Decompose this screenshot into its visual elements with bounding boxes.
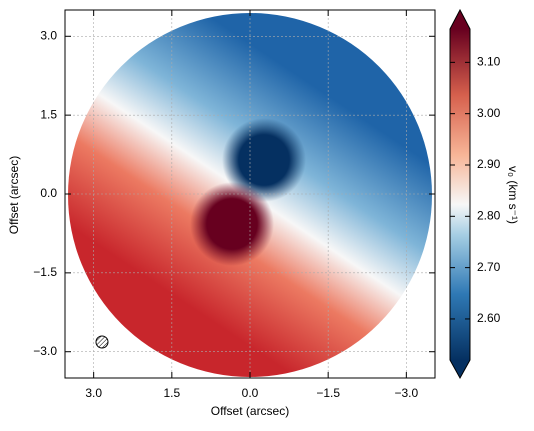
- x-tick-label: −3.0: [394, 386, 418, 400]
- x-tick-label: 0.0: [242, 386, 259, 400]
- colorbar-tick-label: 3.10: [477, 55, 501, 69]
- y-axis-label: Offset (arcsec): [7, 156, 21, 234]
- y-tick-label: 3.0: [40, 28, 57, 42]
- y-tick-label: −1.5: [33, 265, 57, 279]
- y-tick-label: −3.0: [33, 344, 57, 358]
- y-tick-label: 0.0: [40, 186, 57, 200]
- colorbar-extend-top: [450, 10, 470, 29]
- x-axis-label: Offset (arcsec): [211, 404, 289, 418]
- colorbar-extend-bottom: [450, 360, 470, 378]
- colorbar-tick-label: 2.90: [477, 157, 501, 171]
- colorbar-label: v₀ (km s⁻¹): [506, 166, 520, 224]
- colorbar-tick-label: 2.60: [477, 311, 501, 325]
- colorbar-tick-label: 3.00: [477, 106, 501, 120]
- y-tick-label: 1.5: [40, 107, 57, 121]
- colorbar-tick-label: 2.70: [477, 260, 501, 274]
- x-tick-label: −1.5: [316, 386, 340, 400]
- beam: [95, 335, 109, 349]
- colorbar-tick-label: 2.80: [477, 208, 501, 222]
- colorbar-gradient: [450, 29, 470, 360]
- colorbar-frame: [449, 8, 471, 380]
- x-tick-label: 1.5: [163, 386, 180, 400]
- x-tick-label: 3.0: [85, 386, 102, 400]
